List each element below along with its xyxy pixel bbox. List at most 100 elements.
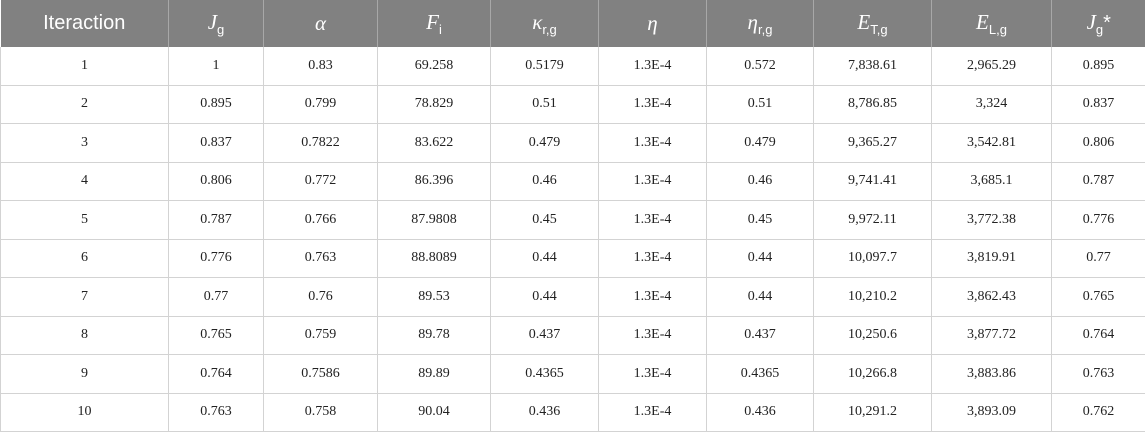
- table-cell: 0.51: [706, 85, 814, 124]
- table-cell: 0.45: [490, 200, 599, 240]
- table-cell: 87.9808: [377, 200, 491, 240]
- table-row: 6 0.776 0.763 88.8089 0.44 1.3E-4 0.44 10,097.7…: [0, 239, 1145, 278]
- table-cell: 3,883.86: [931, 354, 1052, 394]
- table-cell: 0.479: [706, 123, 814, 163]
- header-text: α: [314, 11, 327, 35]
- table-cell: 3,893.09: [931, 393, 1052, 432]
- table-cell: 0.5179: [490, 47, 599, 86]
- table-cell: 8,786.85: [813, 85, 932, 124]
- table-cell: 0.764: [168, 354, 264, 394]
- table-cell: 0.764: [1051, 316, 1145, 355]
- table-cell: 0.758: [263, 393, 378, 432]
- table-cell: 4: [0, 162, 169, 201]
- header-suffix: *: [1103, 12, 1111, 34]
- table-cell: 0.45: [706, 200, 814, 240]
- header-subscript: L,g: [988, 22, 1007, 37]
- header-cell: Jg*: [1051, 0, 1145, 47]
- table-cell: 90.04: [377, 393, 491, 432]
- header-text: η: [747, 10, 758, 34]
- table-row: 7 0.77 0.76 89.53 0.44 1.3E-4 0.44 10,210.2 3,86…: [0, 277, 1145, 317]
- table-cell: 1: [168, 47, 264, 86]
- header-text: J: [207, 10, 218, 34]
- table-cell: 0.7822: [263, 123, 378, 163]
- header-text: E: [857, 10, 871, 34]
- table-cell: 0.76: [263, 277, 378, 317]
- header-cell: Fi: [377, 0, 491, 47]
- table-cell: 3: [0, 123, 169, 163]
- table-cell: 83.622: [377, 123, 491, 163]
- table-cell: 86.396: [377, 162, 491, 201]
- table-cell: 1.3E-4: [598, 316, 707, 355]
- table-cell: 0.436: [490, 393, 599, 432]
- table-cell: 0.766: [263, 200, 378, 240]
- table-cell: 9,972.11: [813, 200, 932, 240]
- header-text: J: [1086, 10, 1096, 34]
- table-cell: 0.437: [490, 316, 599, 355]
- table-cell: 1.3E-4: [598, 277, 707, 317]
- table-cell: 0.837: [1051, 85, 1145, 124]
- header-text: F: [426, 10, 439, 34]
- table-cell: 0.787: [1051, 162, 1145, 201]
- table-cell: 10,097.7: [813, 239, 932, 278]
- header-cell: ηr,g: [706, 0, 814, 47]
- table-cell: 10,266.8: [813, 354, 932, 394]
- table-cell: 1.3E-4: [598, 47, 707, 86]
- table-cell: 0.7586: [263, 354, 378, 394]
- header-subscript: r,g: [542, 22, 557, 37]
- table-cell: 89.78: [377, 316, 491, 355]
- table-cell: 0.44: [706, 239, 814, 278]
- table-cell: 0.83: [263, 47, 378, 86]
- table-cell: 0.479: [490, 123, 599, 163]
- table-cell: 1.3E-4: [598, 162, 707, 201]
- table-cell: 1.3E-4: [598, 239, 707, 278]
- table-row: 8 0.765 0.759 89.78 0.437 1.3E-4 0.437 10,250.6…: [0, 316, 1145, 355]
- table-cell: 0.437: [706, 316, 814, 355]
- header-cell: Iteraction: [0, 0, 169, 47]
- table-row: 9 0.764 0.7586 89.89 0.4365 1.3E-4 0.4365 10,26…: [0, 354, 1145, 394]
- table-cell: 1.3E-4: [598, 393, 707, 432]
- table-cell: 69.258: [377, 47, 491, 86]
- table-cell: 6: [0, 239, 169, 278]
- table-row: 5 0.787 0.766 87.9808 0.45 1.3E-4 0.45 9,972.11…: [0, 200, 1145, 240]
- table-cell: 0.772: [263, 162, 378, 201]
- table-cell: 0.44: [490, 277, 599, 317]
- table-cell: 8: [0, 316, 169, 355]
- table-cell: 7,838.61: [813, 47, 932, 86]
- table-cell: 0.44: [706, 277, 814, 317]
- table-cell: 2,965.29: [931, 47, 1052, 86]
- table-cell: 7: [0, 277, 169, 317]
- table-cell: 0.895: [168, 85, 264, 124]
- table-row: 3 0.837 0.7822 83.622 0.479 1.3E-4 0.479 9,365.…: [0, 123, 1145, 163]
- table-cell: 89.89: [377, 354, 491, 394]
- table-cell: 0.46: [706, 162, 814, 201]
- table-cell: 89.53: [377, 277, 491, 317]
- table-cell: 0.763: [168, 393, 264, 432]
- table-cell: 0.895: [1051, 47, 1145, 86]
- header-row: Iteraction Jg α Fi κr,g η ηr,g ET,g EL,g Jg*: [0, 0, 1145, 47]
- header-subscript: g: [217, 22, 225, 37]
- table-cell: 3,877.72: [931, 316, 1052, 355]
- table-cell: 0.799: [263, 85, 378, 124]
- table-cell: 0.77: [168, 277, 264, 317]
- table-cell: 2: [0, 85, 169, 124]
- table-cell: 0.4365: [706, 354, 814, 394]
- header-cell: κr,g: [490, 0, 599, 47]
- table-cell: 0.776: [1051, 200, 1145, 240]
- table-cell: 10,291.2: [813, 393, 932, 432]
- header-cell: Jg: [168, 0, 264, 47]
- table-cell: 1.3E-4: [598, 354, 707, 394]
- table-cell: 1: [0, 47, 169, 86]
- table-cell: 0.837: [168, 123, 264, 163]
- table-cell: 10: [0, 393, 169, 432]
- header-cell: EL,g: [931, 0, 1052, 47]
- header-subscript: T,g: [870, 22, 888, 37]
- table-cell: 3,324: [931, 85, 1052, 124]
- table-cell: 3,819.91: [931, 239, 1052, 278]
- header-text: E: [976, 10, 989, 34]
- table-cell: 0.763: [1051, 354, 1145, 394]
- table-cell: 0.806: [1051, 123, 1145, 163]
- table-cell: 9,741.41: [813, 162, 932, 201]
- table-cell: 0.762: [1051, 393, 1145, 432]
